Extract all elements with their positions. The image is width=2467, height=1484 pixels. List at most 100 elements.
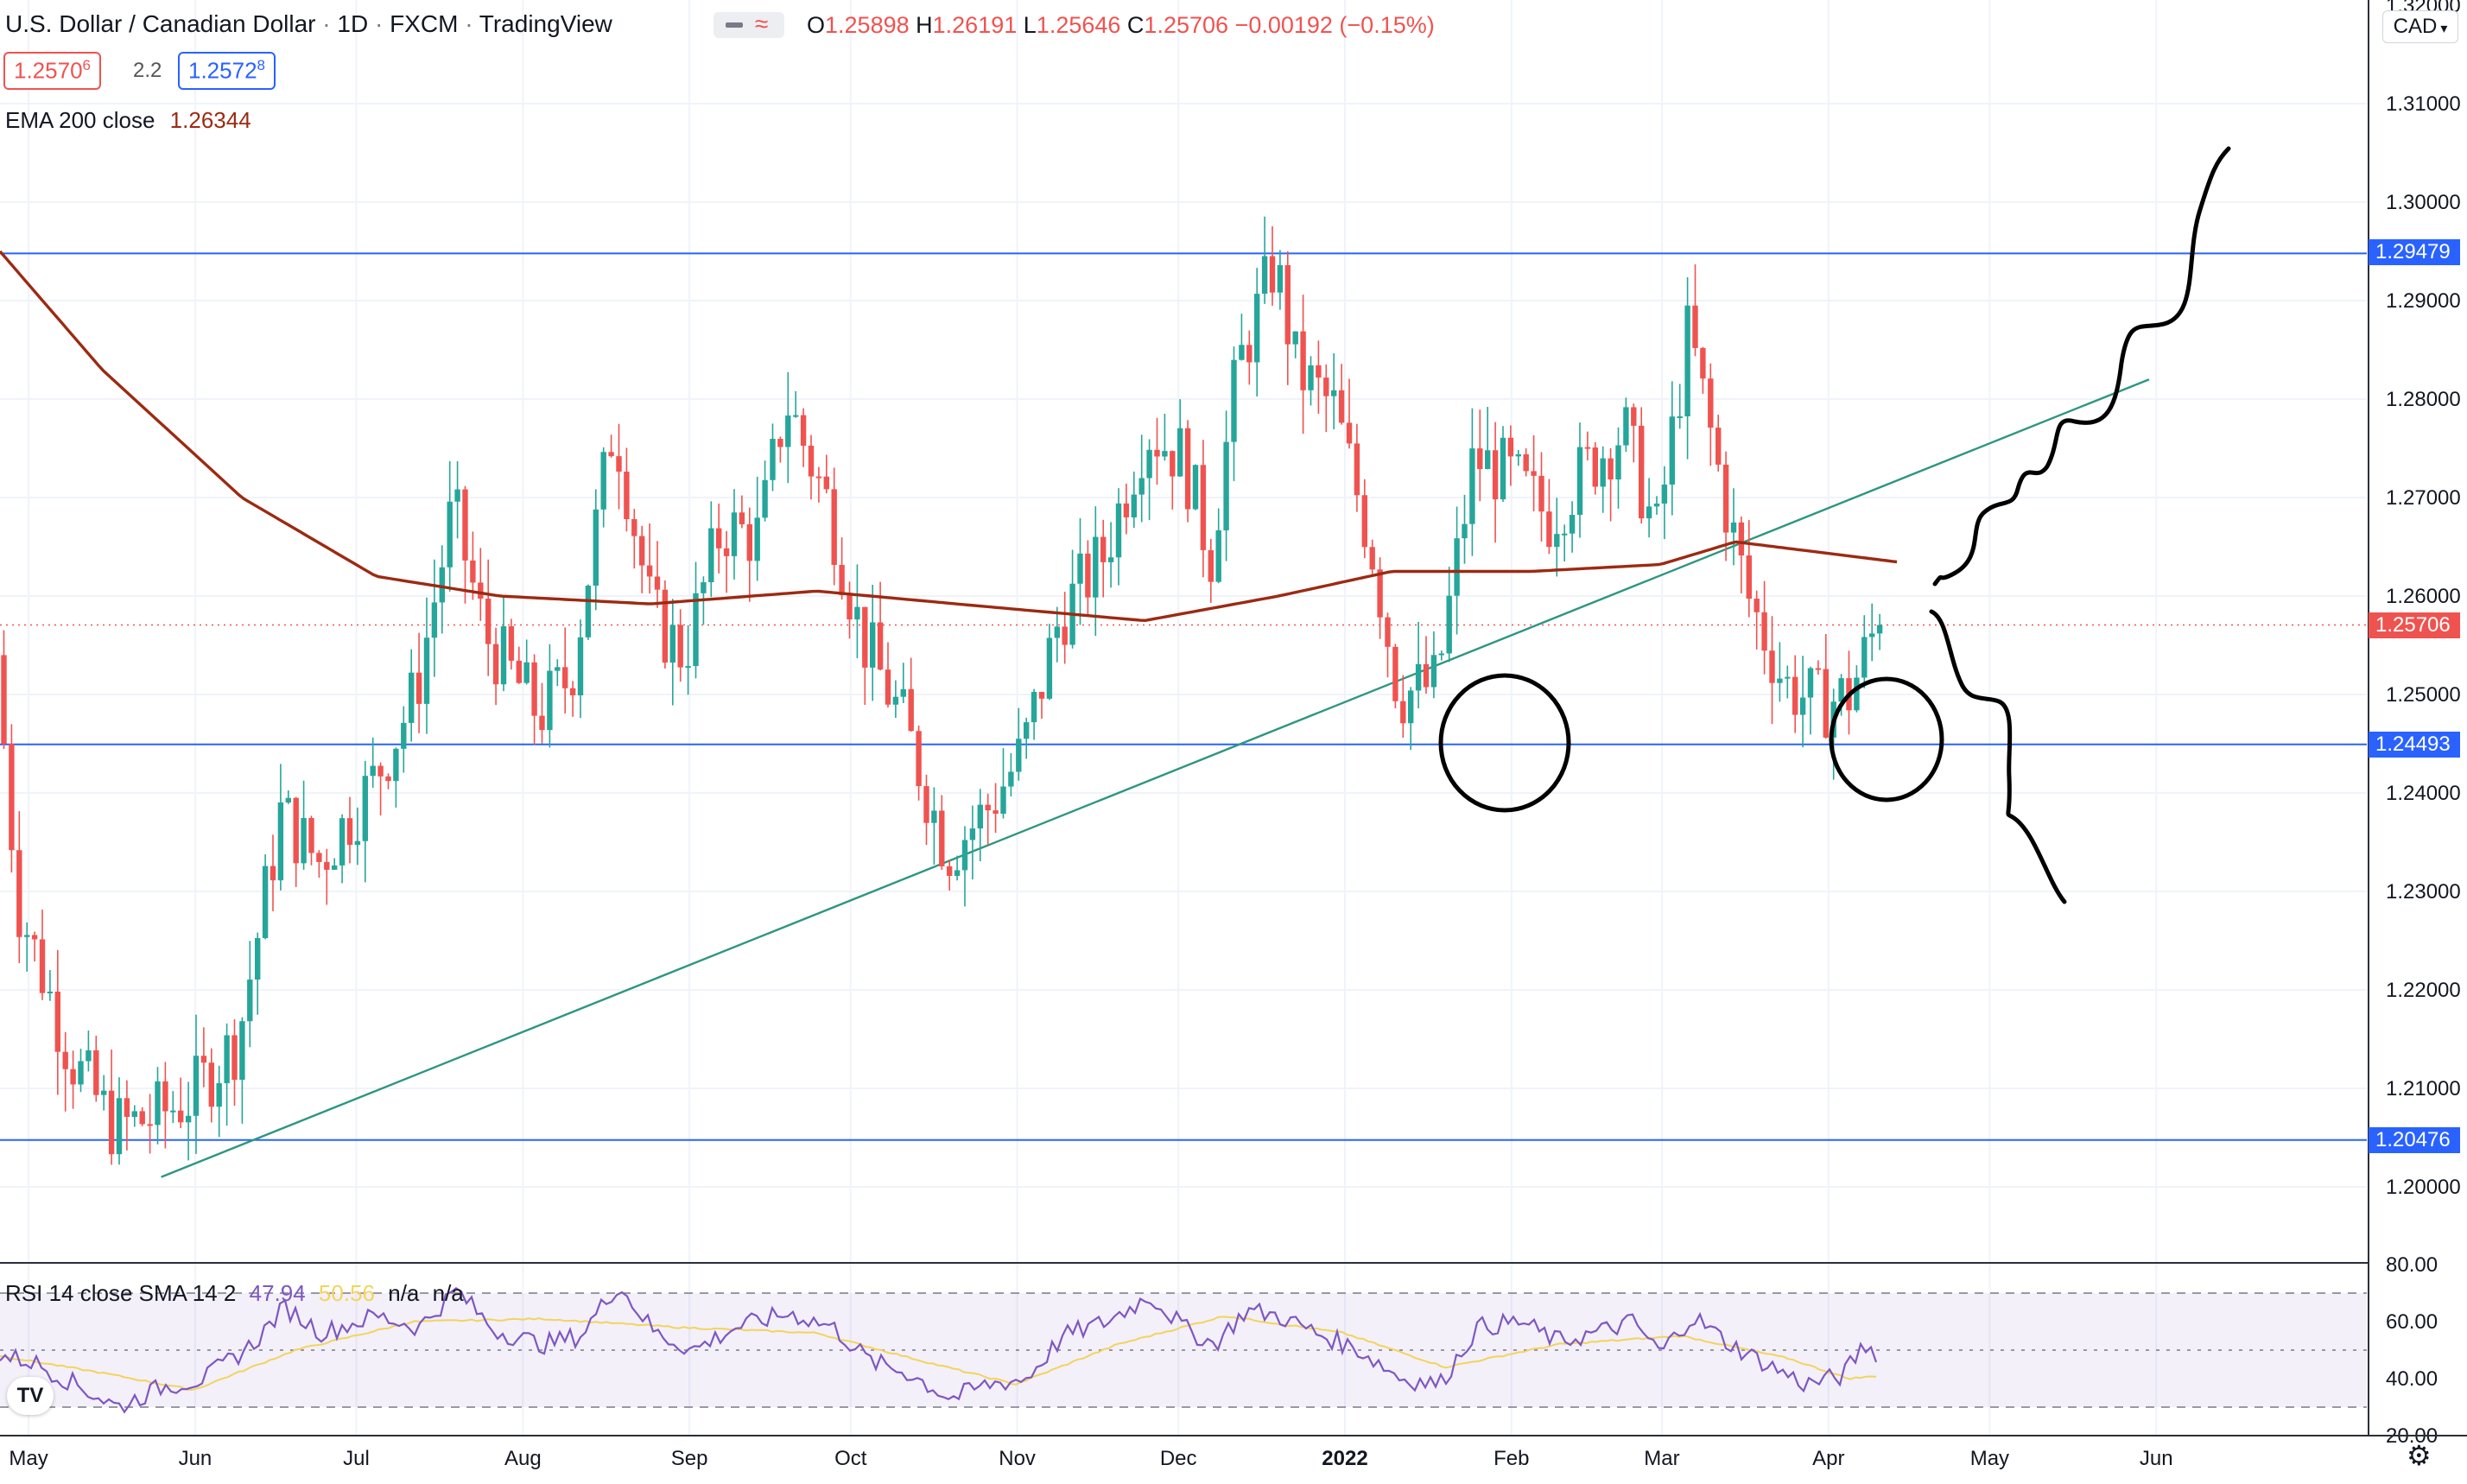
candle-body — [815, 476, 822, 479]
candle-body — [431, 602, 438, 638]
candle-body — [1192, 465, 1199, 510]
candle-body — [516, 660, 522, 683]
low-label: L — [1023, 12, 1037, 38]
rsi-legend[interactable]: RSI 14 close SMA 14 2 47.94 50.56 n/a n/… — [5, 1280, 464, 1307]
high-label: H — [916, 12, 933, 38]
candle-body — [1093, 536, 1099, 598]
candle-body — [1684, 305, 1690, 417]
candle-body — [155, 1081, 161, 1126]
candle-body — [847, 595, 853, 620]
ema-legend[interactable]: EMA 200 close 1.26344 — [5, 107, 251, 134]
candle-body — [600, 452, 606, 510]
candle-body — [108, 1090, 115, 1155]
candle-body — [1777, 678, 1783, 683]
ohlc-values: O1.25898 H1.26191 L1.25646 C1.25706 −0.0… — [807, 12, 1435, 39]
platform-label: TradingView — [479, 10, 612, 37]
rsi-tick-label: 40.00 — [2386, 1367, 2438, 1391]
candle-body — [1446, 595, 1452, 654]
candle-body — [1354, 443, 1360, 496]
candle-body — [1038, 692, 1045, 699]
level-tag-lower: 1.20476 — [2369, 1127, 2460, 1153]
candle-body — [1162, 451, 1168, 457]
candle-body — [216, 1082, 222, 1107]
candle-body — [677, 625, 683, 668]
currency-selector[interactable]: CAD ▾ — [2382, 10, 2458, 43]
candle-body — [808, 445, 815, 477]
candle-body — [608, 452, 614, 457]
interval-label[interactable]: 1D — [337, 10, 369, 37]
candle-body — [1008, 771, 1014, 787]
buy-price-box[interactable]: 1.25728 — [178, 52, 276, 90]
candle-body — [731, 512, 738, 556]
candle-body — [701, 582, 707, 593]
candle-body — [485, 599, 491, 644]
candle-body — [1708, 378, 1714, 428]
candle-body — [131, 1111, 137, 1118]
candle-body — [401, 722, 407, 749]
time-tick-label: Jul — [343, 1447, 370, 1470]
sell-price-box[interactable]: 1.25706 — [3, 52, 101, 90]
candle-body — [1523, 453, 1529, 472]
candle-body — [1208, 549, 1214, 582]
candle-body — [1576, 447, 1583, 516]
candle-body — [78, 1061, 84, 1085]
ema-200-path — [0, 250, 1898, 623]
candle-body — [308, 818, 314, 853]
symbol-name[interactable]: U.S. Dollar / Canadian Dollar — [5, 10, 316, 37]
candle-body — [301, 818, 307, 864]
candle-body — [39, 939, 46, 993]
candle-body — [1408, 690, 1414, 724]
chart-type-toggle[interactable]: ≈ — [713, 10, 784, 38]
candle-body — [54, 991, 60, 1052]
candle-body — [339, 818, 346, 866]
candle-body — [1608, 458, 1614, 480]
candle-body — [631, 519, 637, 536]
price-tick-label: 1.21000 — [2386, 1077, 2461, 1100]
rsi-label: RSI 14 close SMA 14 2 — [5, 1280, 237, 1306]
candle-body — [1785, 676, 1791, 679]
candle-body — [1507, 437, 1514, 457]
ema-label: EMA 200 close — [5, 107, 155, 133]
time-tick-label: Jun — [179, 1447, 212, 1470]
candle-body — [800, 415, 807, 446]
candle-body — [877, 622, 884, 670]
time-tick-label: Oct — [834, 1447, 867, 1470]
candle-body — [93, 1050, 99, 1095]
candle-body — [639, 536, 645, 566]
candle-body — [1631, 407, 1637, 426]
separator: · — [374, 10, 384, 37]
candle-body — [1400, 701, 1406, 724]
change-value: −0.00192 (−0.15%) — [1234, 12, 1435, 38]
candle-body — [1738, 522, 1745, 556]
candle-body — [923, 786, 929, 823]
candle-body — [1554, 534, 1560, 548]
gear-icon[interactable]: ⚙ — [2407, 1440, 2432, 1471]
candle-body — [1469, 448, 1475, 524]
tradingview-logo-icon[interactable]: TV — [7, 1377, 54, 1415]
candle-body — [1138, 478, 1145, 495]
time-tick-label: Nov — [999, 1447, 1036, 1470]
candle-body — [1107, 557, 1114, 562]
candle-body — [1184, 428, 1191, 510]
candle-body — [1423, 663, 1430, 688]
time-tick-label: Mar — [1644, 1447, 1679, 1470]
candle-body — [1385, 617, 1391, 647]
candle-body — [478, 582, 484, 599]
candle-body — [1838, 678, 1844, 702]
candle-body — [1346, 422, 1353, 444]
candle-body — [270, 866, 276, 881]
candle-body — [492, 644, 499, 685]
candle-body — [439, 567, 445, 603]
bid-pip: 6 — [82, 57, 91, 73]
price-tick-label: 1.26000 — [2386, 585, 2461, 608]
candle-body — [954, 870, 961, 877]
candle-body — [346, 818, 353, 846]
candle-body — [1799, 697, 1806, 715]
candle-body — [1646, 506, 1652, 519]
candle-body — [1792, 676, 1798, 715]
candle-body — [547, 670, 553, 731]
candle-body — [316, 853, 322, 862]
candle-body — [1569, 515, 1576, 534]
candle-body — [1024, 722, 1030, 739]
